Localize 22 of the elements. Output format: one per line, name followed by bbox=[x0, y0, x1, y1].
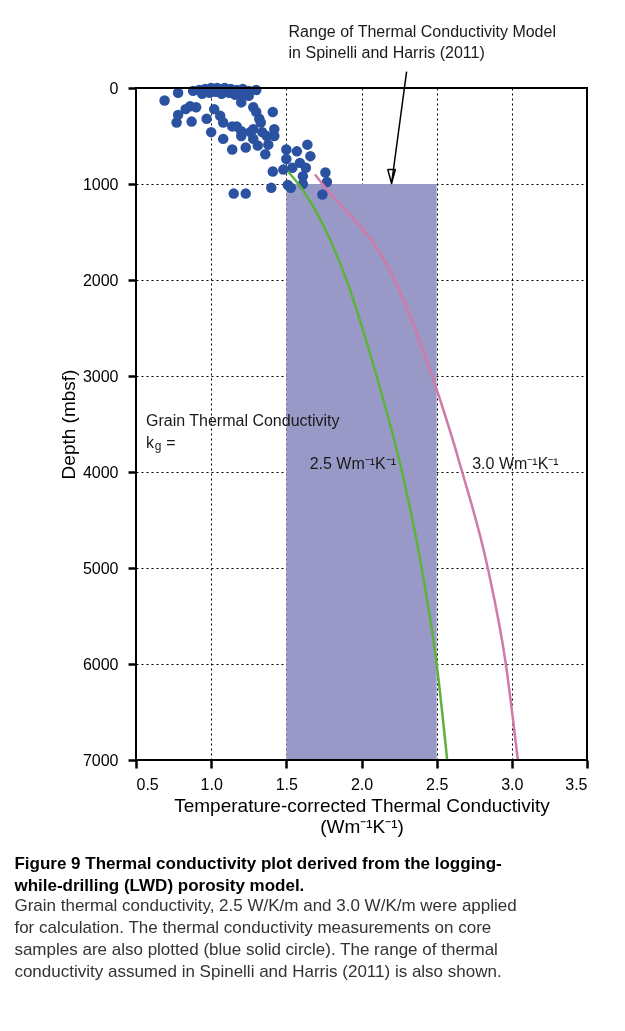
y-axis-title: Depth (mbsf) bbox=[57, 369, 79, 480]
text: Grain thermal conductivity, 2.5 W/K/m and 3.0 W/K/m were applied for calculation. The thermal conductivity measurements on core samples are also plotted (blue solid circle). The range of thermal conductivity assumed in Spinelli and Harris (2011) is also shown. bbox=[14, 896, 517, 981]
x-tick-label: 3.5 bbox=[565, 775, 588, 793]
annotation: 2.5 Wm⁻¹K⁻¹ bbox=[309, 455, 397, 472]
y-tick-label: 6000 bbox=[82, 655, 119, 673]
x-tick-label: 2.5 bbox=[426, 775, 449, 793]
y-tick-label: 2000 bbox=[82, 271, 119, 289]
y-tick-label: 7000 bbox=[82, 751, 119, 769]
y-tick-label: 4000 bbox=[82, 463, 119, 481]
x-axis-title: Temperature-corrected Thermal Conductivity (Wm⁻¹K⁻¹) bbox=[174, 794, 551, 837]
annotation: 3.0 Wm⁻¹K⁻¹ bbox=[472, 455, 559, 472]
x-tick-label: 0.5 bbox=[136, 775, 159, 793]
x-tick-label: 1.5 bbox=[275, 775, 299, 793]
y-tick-label: 0 bbox=[109, 79, 119, 97]
x-tick-label: 2.0 bbox=[350, 775, 374, 793]
y-tick-label: 1000 bbox=[82, 175, 119, 193]
x-tick-label: 3.0 bbox=[501, 775, 524, 793]
y-tick-label: 5000 bbox=[82, 559, 119, 577]
y-tick-label: 3000 bbox=[82, 367, 119, 385]
text: Figure 9 Thermal conductivity plot derived from the logging-while-drilling (LWD) porosity model. bbox=[13, 854, 502, 895]
x-tick-label: 1.0 bbox=[200, 775, 223, 793]
annotation: Range of Thermal Conductivity Model in Spinelli and Harris (2011) bbox=[288, 23, 556, 61]
